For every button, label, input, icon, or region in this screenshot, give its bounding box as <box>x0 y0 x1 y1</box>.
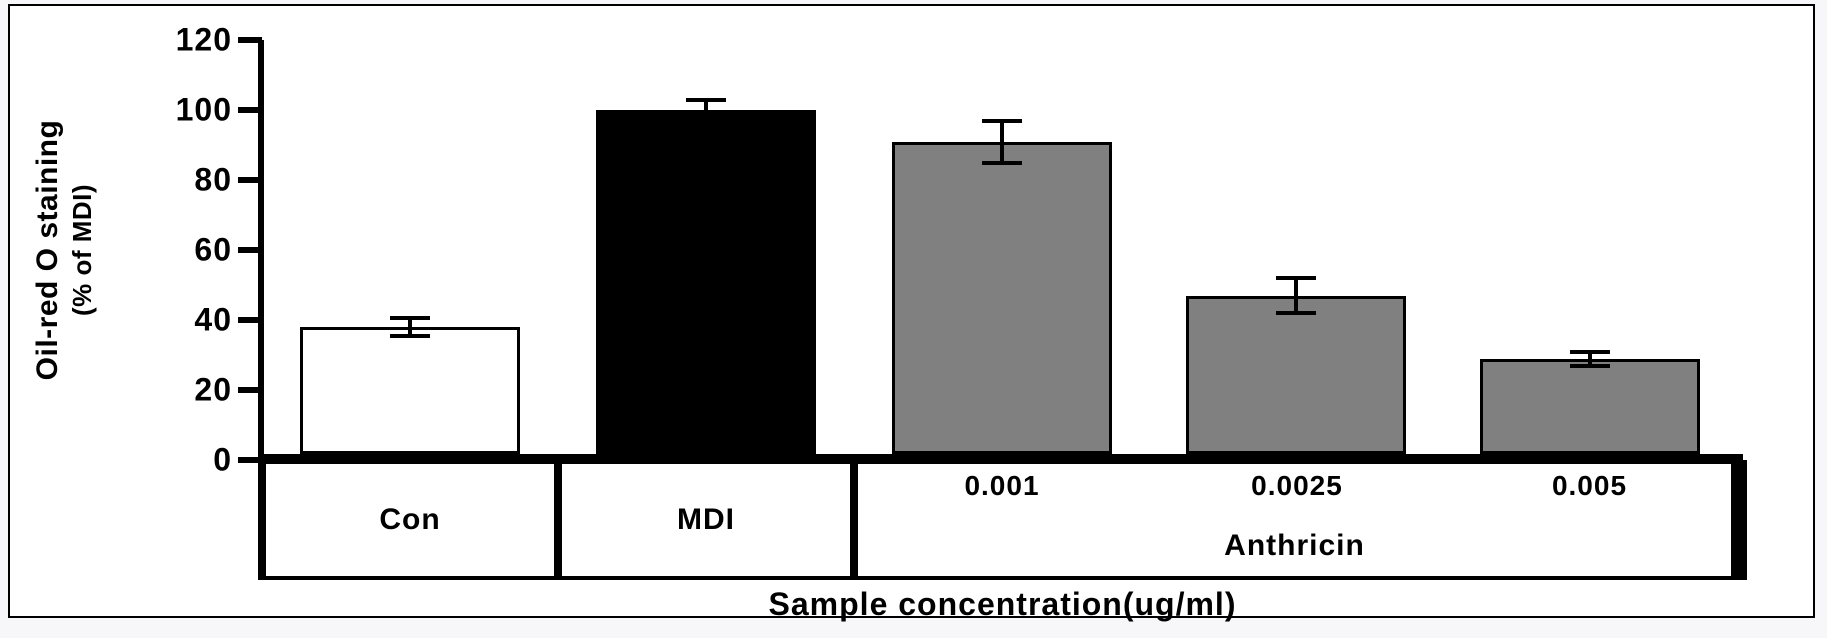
bar-a3 <box>1480 359 1700 455</box>
error-cap-top-con <box>390 316 430 320</box>
bar-mdi <box>596 110 816 454</box>
error-cap-bot-a3 <box>1570 364 1610 368</box>
chart-frame: Oil-red O staining (% of MDI) 0204060801… <box>0 0 1827 638</box>
plot-area: 020406080100120 <box>262 40 1743 460</box>
error-stem-a2 <box>1294 278 1298 313</box>
y-axis-title: Oil-red O staining (% of MDI) <box>31 120 97 381</box>
y-tick <box>238 177 262 183</box>
error-cap-bot-a1 <box>982 161 1022 165</box>
x-category-con: Con <box>262 460 558 580</box>
y-tick <box>238 37 262 43</box>
y-tick <box>238 317 262 323</box>
y-tick-label: 120 <box>176 22 232 59</box>
y-axis-title-line1: Oil-red O staining <box>31 120 64 381</box>
error-cap-top-a3 <box>1570 350 1610 354</box>
y-tick-label: 60 <box>194 232 232 269</box>
y-tick-label: 80 <box>194 162 232 199</box>
error-stem-mdi <box>704 100 708 121</box>
x-group-anthricin: Anthricin <box>854 520 1735 572</box>
y-tick-label: 100 <box>176 92 232 129</box>
x-subcategory-a1: 0.001 <box>854 460 1150 512</box>
y-tick-label: 0 <box>213 442 232 479</box>
y-tick <box>238 387 262 393</box>
error-stem-a1 <box>1000 121 1004 163</box>
x-panel-divider <box>1739 460 1747 580</box>
bar-con <box>300 327 520 454</box>
bar-a1 <box>892 142 1112 455</box>
y-tick-label: 40 <box>194 302 232 339</box>
error-cap-top-a1 <box>982 119 1022 123</box>
error-cap-top-a2 <box>1276 276 1316 280</box>
x-subcategory-a2: 0.0025 <box>1150 460 1444 512</box>
error-cap-bot-mdi <box>686 119 726 123</box>
bar-a2 <box>1186 296 1406 455</box>
y-tick-label: 20 <box>194 372 232 409</box>
error-cap-top-mdi <box>686 98 726 102</box>
y-tick <box>238 247 262 253</box>
y-tick <box>238 107 262 113</box>
y-axis-title-line2: (% of MDI) <box>68 120 97 381</box>
x-axis-category-panel: ConMDI0.0010.00250.005 Anthricin <box>262 460 1743 580</box>
x-axis-title: Sample concentration(ug/ml) <box>262 586 1743 623</box>
error-cap-bot-a2 <box>1276 311 1316 315</box>
x-category-mdi: MDI <box>558 460 854 580</box>
error-cap-bot-con <box>390 334 430 338</box>
x-subcategory-a3: 0.005 <box>1444 460 1735 512</box>
